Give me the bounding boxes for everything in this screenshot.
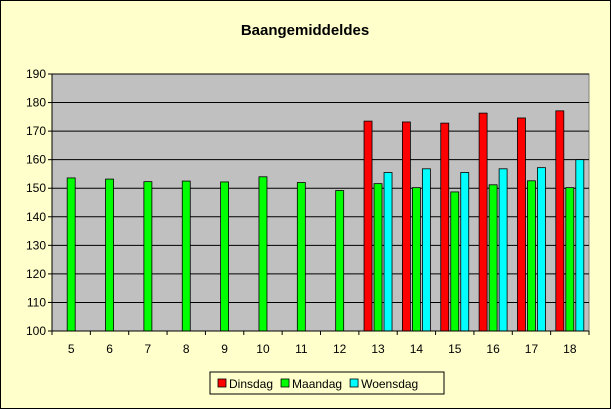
chart-title: Baangemiddeldes — [241, 22, 369, 39]
bar-woensdag — [575, 159, 585, 332]
legend-swatch — [217, 378, 227, 388]
bar-maandag — [181, 180, 191, 332]
bar-dinsdag — [555, 110, 565, 332]
bar-maandag — [258, 176, 268, 332]
bar-maandag — [105, 178, 114, 332]
y-tick-label: 160 — [26, 153, 46, 167]
y-tick-label: 190 — [26, 67, 46, 81]
bar-maandag — [450, 191, 460, 332]
x-tick-label: 13 — [371, 342, 385, 356]
legend-box — [209, 371, 445, 395]
bar-maandag — [335, 190, 345, 332]
x-tick-label: 8 — [183, 342, 190, 356]
bar-dinsdag — [440, 122, 450, 332]
bar-woensdag — [383, 172, 393, 332]
legend-swatch — [280, 378, 290, 388]
bar-dinsdag — [478, 112, 488, 332]
y-tick-label: 140 — [26, 210, 46, 224]
legend-swatch — [349, 378, 359, 388]
bar-maandag — [411, 187, 421, 332]
bar-maandag — [296, 182, 306, 332]
bar-maandag — [373, 183, 383, 332]
bar-woensdag — [421, 168, 431, 332]
x-tick-label: 12 — [333, 342, 347, 356]
legend-label: Woensdag — [361, 377, 418, 391]
x-tick-label: 10 — [256, 342, 270, 356]
bar-woensdag — [460, 172, 470, 332]
x-tick-label: 17 — [525, 342, 539, 356]
bar-woensdag — [537, 167, 546, 332]
y-tick-label: 180 — [26, 96, 46, 110]
y-tick-label: 110 — [27, 295, 46, 309]
bar-maandag — [66, 177, 76, 332]
x-tick-label: 16 — [486, 342, 500, 356]
y-tick-label: 130 — [26, 238, 46, 252]
bar-maandag — [143, 181, 153, 332]
bar-maandag — [220, 181, 230, 332]
plot-area — [51, 73, 590, 332]
x-tick-label: 15 — [448, 342, 462, 356]
bar-dinsdag — [363, 120, 373, 332]
y-tick-label: 120 — [26, 267, 46, 281]
x-tick-label: 7 — [145, 342, 152, 356]
y-tick-label: 100 — [26, 324, 46, 338]
legend-label: Maandag — [292, 377, 342, 391]
bar-dinsdag — [517, 117, 526, 332]
legend-label: Dinsdag — [229, 377, 273, 391]
x-tick-label: 9 — [221, 342, 228, 356]
bar-woensdag — [498, 168, 508, 332]
x-tick-label: 18 — [563, 342, 577, 356]
y-tick-label: 170 — [26, 124, 46, 138]
bar-dinsdag — [401, 121, 411, 332]
bar-maandag — [488, 184, 498, 332]
y-tick-label: 150 — [26, 181, 46, 195]
x-tick-label: 6 — [106, 342, 113, 356]
bar-maandag — [527, 180, 536, 332]
x-tick-label: 11 — [295, 342, 308, 356]
x-tick-label: 5 — [68, 342, 75, 356]
bar-maandag — [565, 187, 575, 332]
x-tick-label: 14 — [410, 342, 424, 356]
